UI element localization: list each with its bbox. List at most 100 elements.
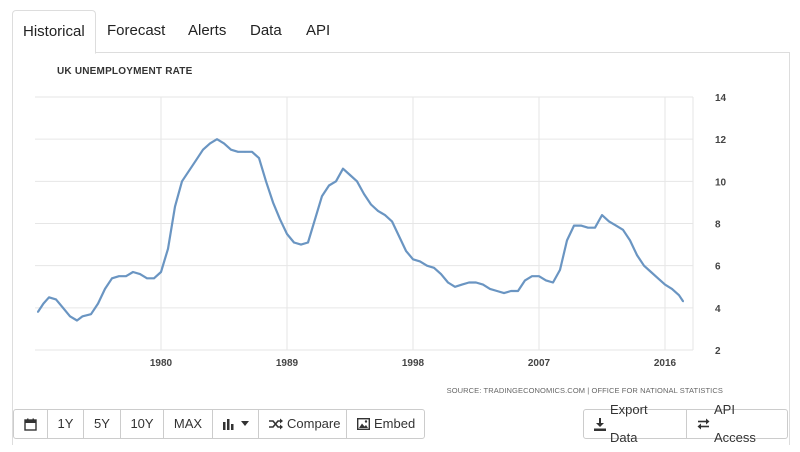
data-point bbox=[671, 288, 673, 290]
data-point bbox=[167, 248, 169, 250]
data-point bbox=[125, 275, 127, 278]
data-point bbox=[622, 229, 624, 231]
data-point bbox=[356, 180, 358, 183]
data-point bbox=[433, 266, 435, 269]
x-tick-label: 1989 bbox=[276, 358, 299, 369]
shuffle-icon bbox=[269, 418, 283, 430]
data-point bbox=[503, 292, 505, 294]
data-point bbox=[552, 281, 554, 284]
data-point bbox=[384, 214, 386, 216]
tab-alerts[interactable]: Alerts bbox=[188, 22, 227, 39]
data-point bbox=[559, 269, 561, 271]
data-point bbox=[573, 224, 575, 227]
compare-button[interactable]: Compare bbox=[258, 409, 347, 439]
data-point bbox=[307, 241, 309, 244]
y-axis-ticks: 2 4 6 8 10 12 14 bbox=[715, 93, 727, 357]
data-point bbox=[146, 277, 148, 280]
caret-down-icon bbox=[240, 421, 249, 427]
data-point bbox=[258, 157, 260, 159]
chart-type-button[interactable] bbox=[212, 409, 259, 439]
y-tick-label: 14 bbox=[715, 93, 727, 104]
data-point bbox=[517, 290, 519, 292]
bar-chart-icon bbox=[222, 418, 237, 430]
data-point bbox=[468, 281, 470, 284]
calendar-icon bbox=[24, 418, 37, 431]
data-point bbox=[81, 315, 84, 318]
data-point bbox=[97, 302, 99, 305]
data-point bbox=[601, 214, 603, 216]
embed-label: Embed bbox=[374, 416, 416, 431]
data-point bbox=[475, 281, 477, 284]
range-max-button[interactable]: MAX bbox=[163, 409, 213, 439]
y-tick-label: 4 bbox=[715, 304, 721, 315]
chart-source: SOURCE: TRADINGECONOMICS.COM | OFFICE FO… bbox=[446, 386, 723, 395]
data-point bbox=[398, 235, 400, 237]
embed-button[interactable]: Embed bbox=[346, 409, 425, 439]
data-point bbox=[580, 224, 582, 227]
y-tick-label: 6 bbox=[715, 262, 721, 273]
data-point bbox=[62, 307, 64, 309]
data-point bbox=[48, 296, 50, 299]
compare-label: Compare bbox=[287, 416, 341, 431]
tab-historical[interactable]: Historical bbox=[12, 10, 96, 54]
data-point bbox=[363, 193, 365, 195]
data-point bbox=[454, 285, 456, 288]
data-point bbox=[230, 148, 232, 151]
data-point bbox=[90, 313, 92, 315]
data-point bbox=[42, 302, 45, 305]
x-tick-label: 1998 bbox=[402, 358, 425, 369]
y-tick-label: 2 bbox=[715, 346, 721, 357]
data-point bbox=[321, 195, 323, 197]
x-axis-ticks: 1980 1989 1998 2007 2016 bbox=[150, 358, 677, 369]
data-point bbox=[265, 180, 267, 183]
calendar-button[interactable] bbox=[13, 409, 48, 439]
export-data-label: Export Data bbox=[610, 402, 648, 445]
y-tick-label: 10 bbox=[715, 177, 727, 188]
api-access-button[interactable]: API Access bbox=[686, 402, 788, 445]
data-point bbox=[216, 138, 218, 140]
data-point bbox=[188, 169, 190, 172]
data-point bbox=[643, 264, 645, 267]
series-line-unemployment bbox=[36, 138, 685, 322]
range-5y-button[interactable]: 5Y bbox=[83, 409, 121, 439]
data-point bbox=[405, 250, 407, 252]
data-point bbox=[650, 271, 652, 273]
data-point bbox=[489, 288, 491, 290]
tab-api[interactable]: API bbox=[306, 22, 331, 39]
data-point bbox=[202, 148, 204, 151]
tab-forecast[interactable]: Forecast bbox=[107, 22, 166, 39]
data-point bbox=[69, 315, 71, 318]
data-point bbox=[139, 273, 141, 275]
x-tick-label: 2007 bbox=[528, 358, 551, 369]
data-point bbox=[279, 218, 281, 221]
data-point bbox=[251, 151, 253, 153]
data-point bbox=[314, 218, 316, 221]
range-10y-button[interactable]: 10Y bbox=[120, 409, 164, 439]
data-point bbox=[682, 300, 684, 303]
data-point bbox=[531, 275, 533, 278]
tab-bar: Historical Forecast Alerts Data API bbox=[12, 10, 790, 54]
exchange-icon bbox=[697, 418, 710, 430]
range-1y-button[interactable]: 1Y bbox=[47, 409, 84, 439]
api-access-label: API Access bbox=[714, 402, 756, 445]
tab-data[interactable]: Data bbox=[250, 22, 282, 39]
data-point bbox=[636, 254, 638, 256]
data-point bbox=[461, 283, 463, 286]
export-data-button[interactable]: Export Data bbox=[583, 402, 687, 445]
chart-grid bbox=[35, 96, 694, 351]
chart-panel bbox=[12, 53, 790, 445]
data-point bbox=[300, 243, 302, 246]
data-point bbox=[377, 210, 379, 212]
y-tick-label: 12 bbox=[715, 135, 727, 146]
data-point bbox=[272, 201, 274, 204]
data-point bbox=[237, 151, 239, 153]
data-point bbox=[391, 220, 393, 223]
data-point bbox=[496, 290, 498, 292]
data-point bbox=[587, 226, 589, 229]
data-point bbox=[342, 167, 344, 170]
data-point bbox=[545, 279, 547, 282]
data-point bbox=[104, 288, 106, 290]
y-tick-label: 8 bbox=[715, 220, 721, 231]
data-point bbox=[132, 271, 134, 273]
